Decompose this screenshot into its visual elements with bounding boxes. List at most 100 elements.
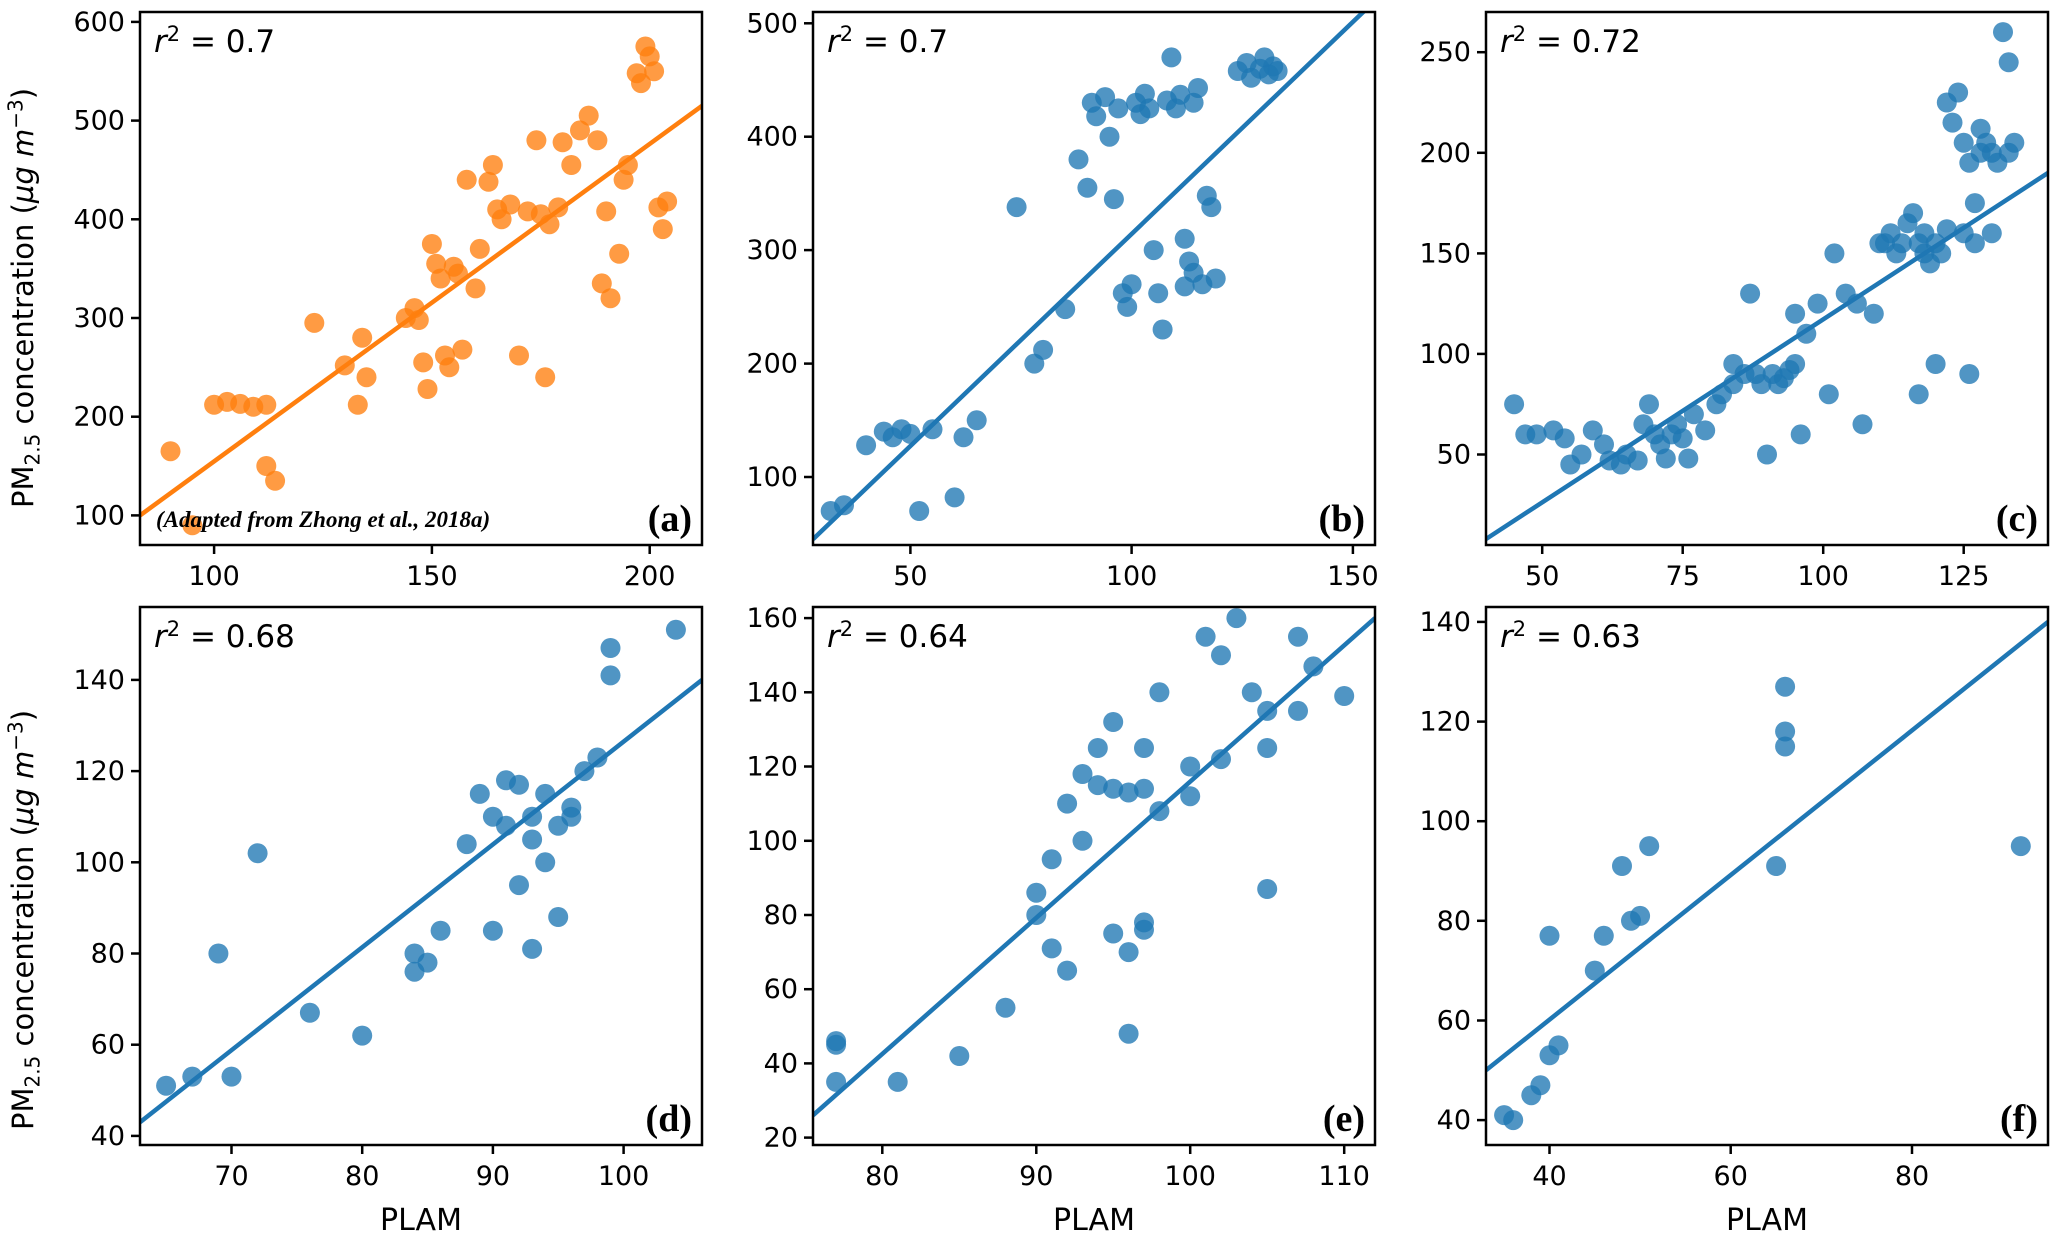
data-point	[1526, 424, 1547, 445]
data-point	[609, 243, 630, 264]
data-point	[1026, 882, 1047, 903]
regression-line	[1486, 620, 2048, 1073]
data-point	[1942, 112, 1963, 133]
data-point	[1790, 424, 1811, 445]
data-point	[552, 132, 573, 153]
data-point	[1612, 856, 1632, 876]
data-point	[1678, 448, 1699, 469]
panel-letter: (e)	[1323, 1098, 1365, 1140]
data-point	[587, 747, 608, 768]
y-tick-label: 80	[1437, 906, 1471, 937]
data-point	[509, 875, 529, 896]
data-point	[1117, 296, 1138, 317]
data-point	[265, 470, 286, 491]
y-tick-label: 50	[1437, 440, 1471, 471]
data-point	[1964, 193, 1985, 214]
data-point	[1539, 925, 1560, 946]
data-point	[1627, 450, 1648, 471]
data-point	[526, 130, 547, 151]
data-point	[256, 394, 277, 415]
y-tick-label: 400	[746, 122, 798, 153]
data-point	[1548, 1035, 1569, 1056]
data-point	[1103, 712, 1124, 732]
data-point	[522, 829, 543, 850]
data-point	[953, 427, 974, 448]
data-point	[1639, 836, 1660, 857]
data-point	[1288, 626, 1308, 647]
data-point	[1503, 1110, 1524, 1131]
data-point	[1057, 793, 1078, 814]
x-axis-label: PLAM	[1726, 1203, 1808, 1238]
data-point	[1740, 283, 1761, 304]
y-tick-label: 200	[746, 349, 798, 380]
data-point	[182, 515, 203, 536]
data-point	[665, 619, 686, 640]
x-axis-label: PLAM	[1053, 1203, 1135, 1238]
data-point	[596, 201, 617, 222]
x-tick-label: 75	[1666, 561, 1700, 592]
axes-frame	[1484, 10, 2050, 547]
data-point	[949, 1046, 970, 1066]
data-point	[421, 234, 442, 254]
y-tick-label: 80	[91, 939, 125, 970]
x-tick-label: 200	[624, 561, 676, 592]
scatter-plot-f: 40 60 80 40 60 80 100 120 140 r2 = 0.63 (f) PLAM	[1419, 605, 2050, 1238]
data-point	[1180, 756, 1201, 777]
data-point	[1241, 682, 1262, 703]
r-squared-label: r2 = 0.63	[1500, 617, 1641, 655]
data-point	[1161, 47, 1182, 68]
y-tick-label: 300	[746, 235, 798, 266]
y-tick-label: 120	[73, 756, 125, 787]
y-tick-label: 100	[73, 500, 125, 531]
data-point	[1195, 626, 1216, 647]
y-tick-label: 40	[764, 1048, 798, 1079]
data-point	[600, 638, 621, 658]
data-point	[1257, 879, 1278, 899]
data-point	[1174, 228, 1195, 249]
data-point	[482, 155, 503, 175]
x-tick-label: 110	[1318, 1161, 1370, 1192]
y-axis-label: PM2.5 concentration (µg m−3)	[3, 87, 45, 508]
panel-e: 80 90 100 110 20 40 60 80 100 120 140 160 r2 = 0.64 (…	[721, 595, 1394, 1245]
x-tick-label: 100	[188, 561, 240, 592]
data-point	[247, 843, 268, 864]
data-point	[522, 938, 543, 959]
y-tick-label: 40	[91, 1121, 125, 1152]
data-point	[1530, 1075, 1551, 1096]
data-point	[1118, 782, 1139, 803]
data-point	[1554, 428, 1575, 449]
y-axis-label-column-top: PM2.5 concentration (µg m−3)	[0, 0, 48, 595]
data-point	[1757, 444, 1777, 465]
data-point	[1655, 448, 1676, 469]
data-point	[617, 155, 638, 175]
data-point	[1903, 203, 1924, 224]
data-point	[452, 339, 473, 360]
data-point	[561, 797, 582, 818]
data-point	[1041, 938, 1062, 959]
axes-frame	[811, 605, 1377, 1147]
data-point	[413, 352, 434, 373]
data-point	[1087, 738, 1108, 758]
data-point	[304, 312, 325, 333]
data-point	[826, 1071, 847, 1092]
data-point	[1086, 106, 1107, 127]
x-tick-label: 100	[1164, 1161, 1216, 1192]
data-point	[2010, 836, 2031, 857]
axes-frame	[1484, 605, 2050, 1147]
y-tick-label: 20	[764, 1123, 798, 1154]
y-tick-label: 100	[73, 847, 125, 878]
panel-c: 50 75 100 125 50 100 150 200 250 r2 = 0.72 (c)	[1394, 0, 2067, 595]
data-point	[856, 435, 877, 456]
y-tick-label: 120	[746, 752, 798, 783]
x-tick-label: 150	[1327, 561, 1379, 592]
y-tick-label: 500	[73, 106, 125, 137]
x-tick-label: 100	[1106, 561, 1158, 592]
data-point	[352, 1025, 373, 1046]
data-point	[465, 278, 486, 299]
data-point	[1695, 420, 1716, 441]
data-point	[1981, 223, 2002, 244]
data-point	[417, 952, 438, 973]
panel-letter: (f)	[2000, 1098, 2038, 1140]
data-point	[208, 943, 229, 964]
panel-f: 40 60 80 40 60 80 100 120 140 r2 = 0.63 (f) PLAM	[1394, 595, 2067, 1245]
